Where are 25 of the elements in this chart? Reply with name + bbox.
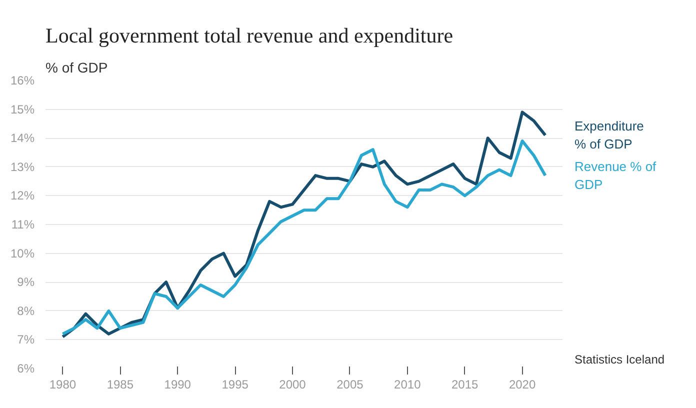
x-tick-label: 1995 [222, 378, 249, 392]
text: Expenditure % of GDP [574, 118, 644, 152]
x-tick-label: 2010 [394, 378, 422, 392]
chart-title: Local government total revenue and expenditure [46, 24, 454, 48]
x-tick-label: 1980 [49, 378, 76, 392]
y-tick-label: 16% [10, 74, 35, 88]
text: Revenue % of GDP [574, 159, 657, 192]
y-tick-label: 12% [10, 188, 35, 203]
y-tick-label: 13% [10, 160, 35, 174]
y-tick-label: 15% [10, 102, 35, 116]
y-tick-label: 11% [11, 218, 35, 232]
x-tick-label: 2000 [279, 378, 306, 392]
y-tick-label: 10% [10, 246, 35, 260]
x-tick-label: 2020 [508, 378, 536, 392]
x-tick-label: 1990 [164, 378, 192, 392]
chart-subtitle: % of GDP [46, 60, 108, 76]
y-tick-label: 8% [17, 304, 35, 318]
x-tick-label: 2015 [451, 378, 479, 392]
y-tick-label: 7% [17, 332, 35, 347]
x-tick-label: 1985 [106, 378, 134, 392]
x-tick-label: 2005 [336, 378, 364, 392]
text: Statistics Iceland [574, 352, 665, 366]
y-tick-label: 6% [17, 362, 35, 376]
y-tick-label: 14% [10, 131, 35, 146]
y-tick-label: 9% [17, 275, 35, 290]
